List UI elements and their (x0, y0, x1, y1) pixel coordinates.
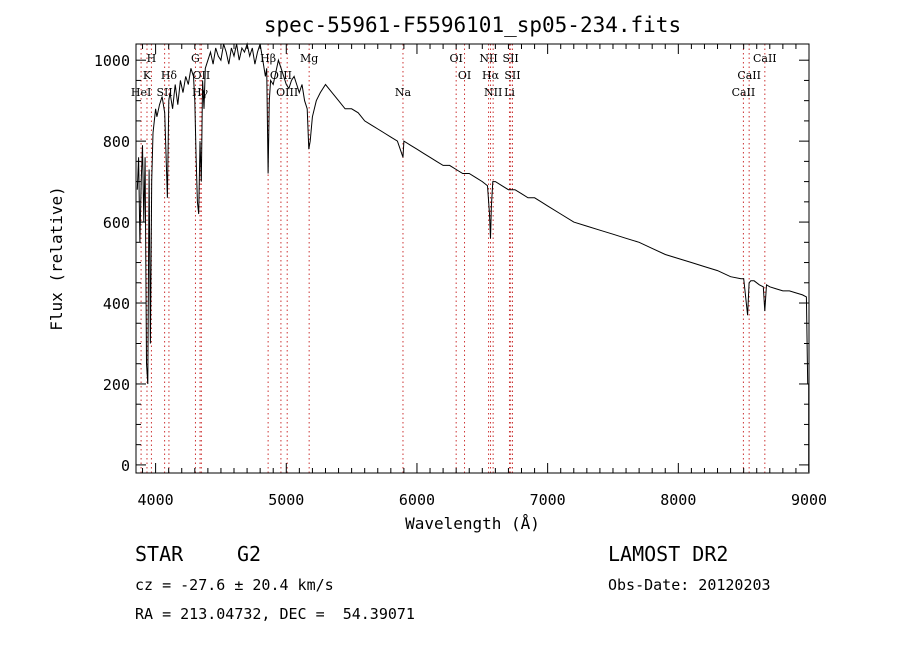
tick-label: 9000 (791, 491, 827, 509)
survey-name: LAMOST DR2 (608, 542, 729, 566)
spectral-line-label: SII (503, 52, 519, 65)
spectral-line-label: SII (504, 69, 520, 82)
plot-frame (135, 43, 810, 474)
tick-label: 1000 (94, 52, 130, 70)
observation-date: Obs-Date: 20120203 (608, 576, 771, 594)
spectral-line-label: Li (504, 86, 515, 99)
spectral-line-label: OIII (270, 69, 292, 82)
spectrum-series-line (136, 42, 810, 472)
spectral-line-label: SII (157, 86, 173, 99)
tick-label: 400 (103, 295, 130, 313)
tick-label: 5000 (268, 491, 304, 509)
tick-label: 7000 (530, 491, 566, 509)
tick-label: 6000 (399, 491, 435, 509)
tick-label: 0 (121, 457, 130, 475)
spectral-line-label: Hβ (260, 52, 276, 65)
redshift-velocity: cz = -27.6 ± 20.4 km/s (135, 576, 334, 594)
spectral-line-label: Mg (300, 52, 318, 65)
spectral-line-label: Na (395, 86, 412, 99)
tick-label: 8000 (660, 491, 696, 509)
spectral-line-markers (140, 44, 766, 473)
spectral-line-label: Hα (482, 69, 500, 82)
object-class: STAR (135, 542, 184, 566)
spectral-line-label: CaII (753, 52, 777, 65)
spectral-line-label: CaII (737, 69, 761, 82)
y-axis-label: Flux (relative) (47, 186, 66, 331)
spectral-line-label: K (143, 69, 152, 82)
axis-ticks: 4000 5000 6000 7000 8000 9000 0 200 400 600 800 100… (94, 44, 827, 509)
tick-label: 800 (103, 133, 130, 151)
spectral-line-label: OII (192, 69, 210, 82)
object-subclass: G2 (237, 542, 262, 566)
spectral-line-label: OIII (276, 86, 298, 99)
spectral-line-label: Hδ (161, 69, 178, 82)
spectral-line-label: HeI (131, 86, 151, 99)
x-axis-label: Wavelength (Å) (405, 514, 540, 533)
tick-label: 4000 (138, 491, 174, 509)
tick-label: 600 (103, 214, 130, 232)
spectral-line-label: NII (484, 86, 502, 99)
chart-title: spec-55961-F5596101_sp05-234.fits (264, 13, 681, 37)
spectral-line-label: CaII (732, 86, 756, 99)
spectral-line-label: G (191, 52, 200, 65)
coordinates: RA = 213.04732, DEC = 54.39071 (135, 605, 415, 623)
spectral-line-label: OI (458, 69, 471, 82)
spectral-line-label: OI (449, 52, 462, 65)
spectral-line-label: H (147, 52, 157, 65)
spectral-line-label: NII (479, 52, 497, 65)
tick-label: 200 (103, 376, 130, 394)
